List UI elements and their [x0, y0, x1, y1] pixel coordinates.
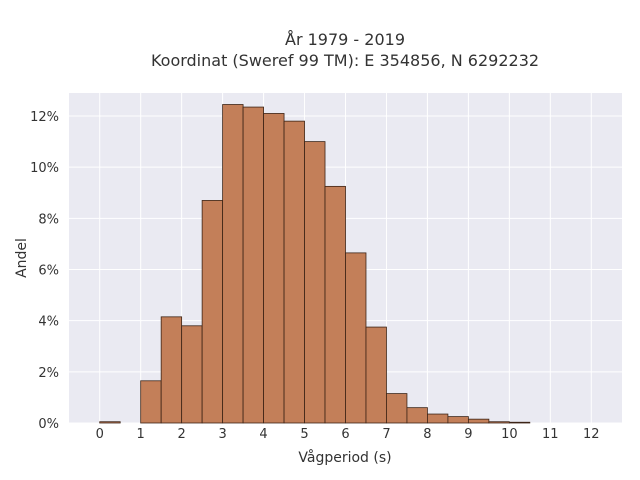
x-tick-label: 5	[300, 427, 308, 442]
histogram-bar	[324, 185, 346, 424]
chart-title-line-1: År 1979 - 2019	[285, 30, 405, 49]
x-axis-label: Vågperiod (s)	[298, 449, 391, 466]
chart-title-line-2: Koordinat (Sweref 99 TM): E 354856, N 62…	[151, 51, 539, 70]
histogram-bar	[201, 200, 224, 424]
x-tick-label: 0	[96, 427, 104, 442]
x-tick-label: 4	[259, 427, 267, 442]
histogram-bar	[99, 421, 121, 424]
y-axis-ticks: 0% 2% 4% 6% 8% 10% 12%	[30, 110, 59, 432]
histogram-bar	[242, 106, 264, 424]
histogram-bar	[345, 252, 367, 424]
x-tick-label: 1	[137, 427, 145, 442]
histogram-bar	[263, 113, 285, 424]
histogram-bar	[406, 407, 428, 424]
y-tick-label: 12%	[30, 110, 59, 125]
x-axis-ticks: 0 1 2 3 4 5 6 7 8 9 10 11 12	[96, 427, 600, 442]
histogram-bar	[160, 316, 183, 424]
y-tick-label: 6%	[38, 264, 59, 279]
histogram-bar	[140, 380, 162, 424]
histogram-bar	[467, 418, 490, 424]
histogram-bar	[488, 421, 510, 424]
histogram-bar	[427, 413, 449, 424]
y-tick-label: 8%	[38, 212, 59, 227]
histogram-bar	[386, 393, 408, 424]
histogram-bars	[99, 104, 531, 424]
histogram-bar	[283, 120, 305, 424]
histogram-bar	[181, 325, 203, 424]
x-tick-label: 2	[178, 427, 186, 442]
histogram-bar	[508, 421, 531, 424]
histogram-bar	[222, 104, 244, 424]
x-tick-label: 9	[464, 427, 472, 442]
x-tick-label: 12	[583, 427, 600, 442]
histogram-bar	[447, 416, 469, 424]
x-tick-label: 10	[501, 427, 518, 442]
y-axis-label: Andel	[14, 238, 30, 278]
y-tick-label: 0%	[38, 417, 59, 432]
y-tick-label: 4%	[38, 315, 59, 330]
x-tick-label: 7	[382, 427, 390, 442]
y-tick-label: 2%	[38, 366, 59, 381]
x-tick-label: 11	[542, 427, 559, 442]
x-tick-label: 6	[341, 427, 349, 442]
y-tick-label: 10%	[30, 161, 59, 176]
histogram-bar	[304, 141, 326, 424]
histogram-bar	[365, 326, 387, 424]
x-tick-label: 3	[218, 427, 226, 442]
x-tick-label: 8	[423, 427, 431, 442]
